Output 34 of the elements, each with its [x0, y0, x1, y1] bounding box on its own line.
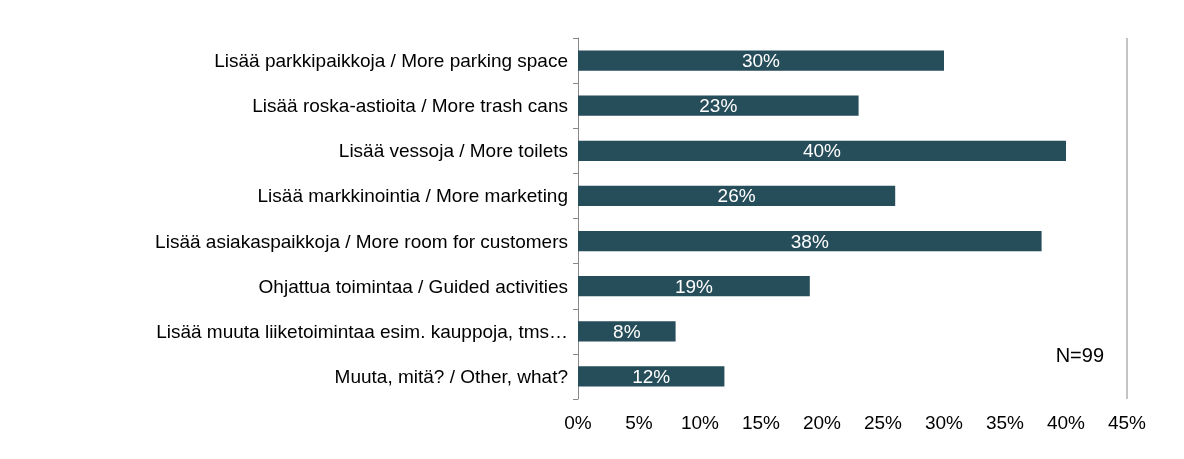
- bar: [578, 230, 1042, 252]
- x-tick-label: 0%: [564, 412, 592, 433]
- x-tick-label: 25%: [863, 412, 903, 433]
- y-tick-label: Lisää vessoja / More toilets: [338, 140, 568, 162]
- data-label: 40%: [802, 140, 842, 162]
- y-tick-label: Muuta, mitä? / Other, what?: [334, 365, 568, 387]
- bar: [578, 50, 944, 71]
- x-tick-label: 40%: [1046, 412, 1086, 433]
- data-label: 8%: [613, 320, 641, 342]
- bar: [578, 140, 1066, 161]
- y-tick-label: Ohjattua toimintaa / Guided activities: [258, 275, 568, 297]
- bar: [578, 366, 725, 387]
- bar: [578, 185, 896, 207]
- bar: [578, 276, 810, 297]
- annotation: N=99: [1055, 344, 1105, 366]
- y-tick-label: Lisää muuta liiketoimintaa esim. kauppoja, tms…: [156, 320, 568, 342]
- x-tick-label: 20%: [802, 412, 842, 433]
- x-tick-label: 15%: [741, 412, 781, 433]
- data-label: 19%: [674, 275, 714, 297]
- y-tick-label: Lisää asiakaspaikkoja / More room for customers: [155, 230, 568, 252]
- y-tick-label: Lisää roska-astioita / More trash cans: [252, 95, 568, 117]
- y-tick-label: Lisää parkkipaikkoja / More parking space: [214, 50, 568, 72]
- data-label: 26%: [717, 185, 756, 207]
- x-tick-label: 5%: [625, 412, 653, 433]
- y-tick-label: Lisää markkinointia / More marketing: [257, 185, 568, 207]
- x-tick-label: 45%: [1107, 412, 1147, 433]
- x-tick-label: 10%: [680, 412, 720, 433]
- x-tick-label: 35%: [985, 412, 1025, 433]
- data-label: 38%: [790, 230, 829, 252]
- data-label: 12%: [632, 365, 671, 387]
- x-tick-label: 30%: [924, 412, 964, 433]
- data-label: 30%: [741, 50, 781, 72]
- bar: [578, 95, 859, 116]
- data-label: 23%: [699, 95, 738, 117]
